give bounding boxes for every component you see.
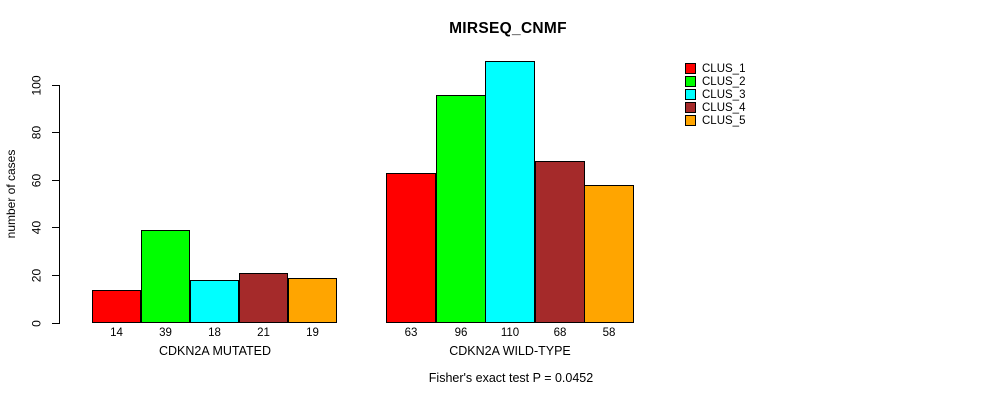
y-axis-title: number of cases: [4, 149, 18, 239]
bar-clus_2-1: [141, 230, 190, 323]
bar-value-label: 21: [257, 327, 270, 339]
bar-clus_2-2: [436, 95, 486, 323]
bar-value-label: 68: [553, 327, 567, 339]
legend-label: CLUS_2: [702, 75, 746, 88]
legend-swatch-icon: [685, 63, 696, 74]
legend-item-clus_4: CLUS_4: [685, 101, 745, 114]
bar-value-label: 110: [500, 327, 520, 339]
legend-item-clus_2: CLUS_2: [685, 75, 745, 88]
y-tick-label: 100: [29, 74, 44, 96]
y-tick-mark: [52, 132, 59, 134]
legend-item-clus_1: CLUS_1: [685, 62, 745, 75]
bar-value-label: 96: [454, 327, 468, 339]
bar-clus_1-2: [386, 173, 436, 323]
bar-value-label: 63: [404, 327, 418, 339]
bar-value-label: 39: [159, 327, 172, 339]
legend-label: CLUS_1: [702, 62, 746, 75]
x-group-label: CDKN2A MUTATED: [158, 344, 272, 358]
y-tick-mark: [52, 179, 59, 181]
chart-title: MIRSEQ_CNMF: [449, 20, 567, 37]
bar-value-label: 18: [208, 327, 221, 339]
bar-clus_3-2: [485, 61, 535, 323]
y-tick-label: 20: [29, 268, 44, 283]
legend-swatch-icon: [685, 89, 696, 100]
bar-value-label: 58: [602, 327, 616, 339]
y-tick-label: 60: [29, 173, 44, 187]
legend-item-clus_3: CLUS_3: [685, 88, 745, 101]
y-tick-mark: [52, 322, 59, 324]
legend-swatch-icon: [685, 76, 696, 87]
y-tick-label: 40: [29, 221, 44, 235]
bar-clus_5-2: [584, 185, 634, 323]
legend-item-clus_5: CLUS_5: [685, 114, 745, 127]
y-tick-mark: [52, 84, 59, 86]
bar-clus_4-1: [239, 273, 288, 323]
y-tick-label: 80: [29, 125, 44, 140]
bar-clus_4-2: [535, 161, 585, 323]
footer-note: Fisher's exact test P = 0.0452: [428, 371, 594, 385]
legend-label: CLUS_4: [702, 101, 746, 114]
legend-label: CLUS_3: [702, 88, 746, 101]
bar-value-label: 19: [306, 327, 319, 339]
x-group-label: CDKN2A WILD-TYPE: [449, 344, 571, 358]
bar-value-label: 14: [110, 327, 123, 339]
bar-clus_5-1: [288, 278, 337, 323]
y-tick-label: 0: [29, 319, 44, 327]
legend-label: CLUS_5: [702, 114, 746, 127]
legend: CLUS_1 CLUS_2 CLUS_3 CLUS_4 CLUS_5: [685, 62, 745, 127]
bar-clus_3-1: [190, 280, 239, 323]
legend-swatch-icon: [685, 102, 696, 113]
y-tick-mark: [52, 274, 59, 276]
y-tick-mark: [52, 227, 59, 229]
legend-swatch-icon: [685, 115, 696, 126]
y-axis-line: [59, 85, 60, 324]
bar-clus_1-1: [92, 290, 141, 323]
